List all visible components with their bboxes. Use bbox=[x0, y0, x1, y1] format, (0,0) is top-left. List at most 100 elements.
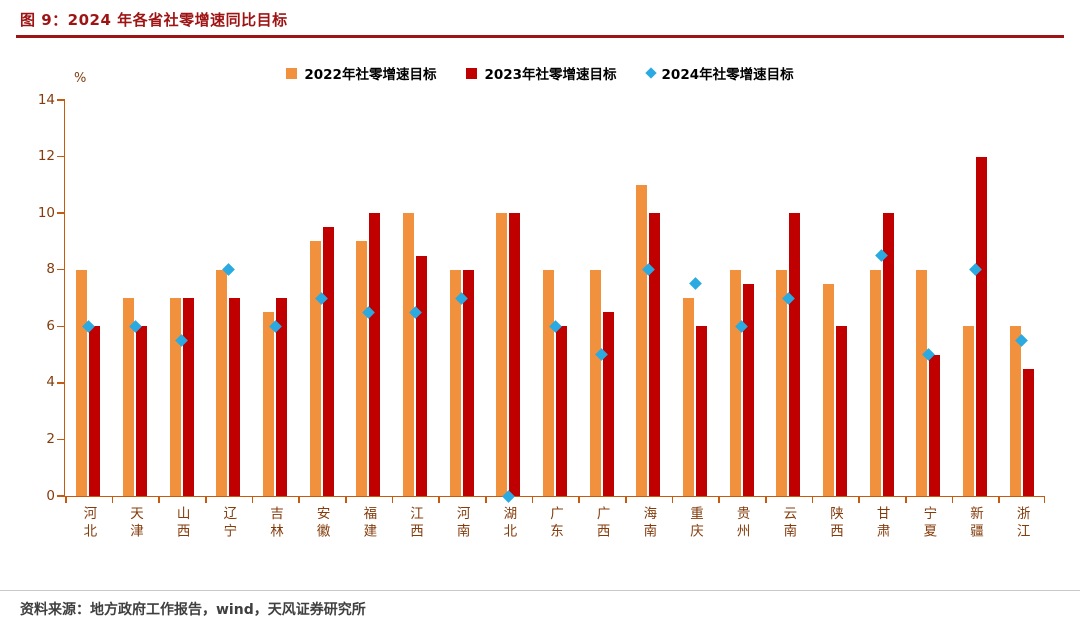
bar-2023 bbox=[136, 326, 147, 496]
x-axis-tick-mark bbox=[111, 496, 114, 503]
legend-square-marker bbox=[286, 67, 298, 79]
x-axis-tick-mark bbox=[345, 496, 347, 503]
legend-item-2024: 2024年社零增速目标 bbox=[644, 63, 794, 83]
x-axis-tick-mark bbox=[811, 496, 814, 503]
x-axis-tick-mark bbox=[858, 496, 860, 503]
bar-2022 bbox=[729, 269, 741, 496]
x-axis-category-label: 福建 bbox=[360, 506, 377, 541]
bar-2023 bbox=[742, 283, 754, 496]
bar-2022 bbox=[496, 213, 508, 496]
x-axis-tick-mark bbox=[65, 496, 67, 503]
bar-2023 bbox=[602, 312, 614, 496]
bar-2023 bbox=[276, 298, 287, 496]
x-axis-category-label: 辽宁 bbox=[220, 506, 237, 541]
bar-2023 bbox=[462, 269, 474, 496]
y-axis-tick-mark bbox=[57, 99, 65, 101]
y-axis-tick-label: 6 bbox=[46, 317, 55, 334]
bar-2023 bbox=[836, 326, 847, 496]
y-axis-unit-label: % bbox=[74, 71, 87, 86]
bar-2023 bbox=[89, 326, 101, 496]
x-axis-category-label: 广西 bbox=[593, 506, 610, 541]
x-axis-category-label: 新疆 bbox=[967, 506, 983, 541]
bar-2022 bbox=[356, 241, 368, 496]
bar-2023 bbox=[369, 213, 381, 496]
y-axis-tick-label: 0 bbox=[46, 487, 55, 504]
x-axis-category-label: 湖北 bbox=[500, 506, 517, 541]
plot-area: 0 2 4 6 8 10 12 14 河北 天津 山西 辽宁 吉林 安徽 福建 江西 河南 湖北 广东 广西 海南 重庆贵… bbox=[38, 92, 1045, 541]
bar-2023 bbox=[229, 298, 241, 496]
legend-label: 2024年社零增速目标 bbox=[661, 67, 794, 83]
bar-2022 bbox=[403, 213, 414, 496]
x-axis-category-label: 天津 bbox=[127, 506, 143, 541]
figure-title: 图 9：2024 年各省社零增速同比目标 bbox=[20, 11, 288, 29]
bar-2023 bbox=[696, 326, 707, 496]
bar-2023 bbox=[416, 255, 427, 496]
bar-2023 bbox=[789, 213, 801, 496]
bar-2023 bbox=[882, 213, 894, 496]
x-axis-category-label: 宁夏 bbox=[920, 506, 937, 541]
x-axis-category-label: 陕西 bbox=[827, 506, 843, 541]
bar-2022 bbox=[169, 298, 181, 496]
x-axis-tick-mark bbox=[578, 496, 580, 503]
bar-2023 bbox=[929, 354, 941, 496]
bar-2023 bbox=[976, 156, 987, 496]
source-note: 资料来源：地方政府工作报告，wind，天风证券研究所 bbox=[20, 602, 366, 618]
y-axis-tick-label: 8 bbox=[46, 261, 55, 278]
bar-2022 bbox=[636, 184, 648, 496]
x-axis-tick-mark bbox=[625, 496, 627, 503]
x-axis-category-label: 河北 bbox=[80, 506, 97, 541]
x-axis-tick-mark bbox=[905, 496, 907, 503]
x-axis-tick-mark bbox=[251, 496, 254, 503]
x-axis-tick-mark bbox=[718, 496, 720, 503]
bar-2022 bbox=[309, 241, 321, 496]
y-axis-tick-mark bbox=[57, 438, 65, 441]
y-axis-tick-mark bbox=[57, 382, 65, 384]
bar-2022 bbox=[823, 283, 834, 496]
bar-2022 bbox=[1009, 326, 1021, 496]
y-axis-tick-mark bbox=[57, 325, 65, 328]
bar-2022 bbox=[76, 269, 88, 496]
x-axis-tick-mark bbox=[205, 496, 207, 503]
bar-2022 bbox=[776, 269, 788, 496]
x-axis-category-label: 吉林 bbox=[267, 506, 283, 541]
y-axis-tick-mark bbox=[57, 155, 65, 158]
legend-item-2022: 2022年社零增速目标 bbox=[286, 63, 436, 83]
x-axis-tick-mark bbox=[951, 496, 954, 503]
x-axis-tick-mark bbox=[671, 496, 674, 503]
bar-2023 bbox=[556, 326, 567, 496]
x-axis-category-label: 海南 bbox=[640, 506, 657, 541]
x-axis-category-label: 河南 bbox=[453, 506, 470, 541]
chart-legend: 2022年社零增速目标 2023年社零增速目标 2024年社零增速目标 bbox=[0, 63, 1080, 83]
bar-2022 bbox=[869, 269, 881, 496]
bar-2022 bbox=[449, 269, 461, 496]
x-axis-tick-mark bbox=[485, 496, 487, 503]
bar-2022 bbox=[963, 326, 974, 496]
x-axis-tick-mark bbox=[531, 496, 534, 503]
legend-square-marker bbox=[466, 67, 478, 79]
bar-2023 bbox=[1022, 368, 1034, 496]
x-axis-category-label: 江西 bbox=[407, 506, 423, 541]
y-axis-tick-label: 4 bbox=[46, 374, 55, 391]
x-axis-category-label: 云南 bbox=[780, 506, 797, 541]
x-axis-tick-mark bbox=[998, 496, 1000, 503]
y-axis-tick-label: 14 bbox=[37, 91, 55, 108]
y-axis-tick-label: 10 bbox=[37, 204, 55, 221]
bar-2022 bbox=[263, 312, 274, 496]
x-axis-tick-mark bbox=[298, 496, 300, 503]
legend-label: 2022年社零增速目标 bbox=[304, 67, 437, 83]
x-axis-tick-mark bbox=[391, 496, 394, 503]
x-axis-category-label: 广东 bbox=[547, 506, 563, 541]
bar-2023 bbox=[182, 298, 194, 496]
y-axis-tick-label: 2 bbox=[46, 430, 55, 447]
x-axis-category-label: 甘肃 bbox=[873, 506, 890, 541]
x-axis-tick-mark bbox=[438, 496, 440, 503]
x-axis-category-label: 山西 bbox=[173, 506, 190, 541]
x-axis-tick-mark bbox=[158, 496, 160, 503]
bar-2022 bbox=[543, 269, 554, 496]
header-rule bbox=[16, 35, 1064, 38]
x-axis-category-label: 重庆 bbox=[687, 506, 703, 541]
x-axis-tick-mark bbox=[765, 496, 767, 503]
bar-2022 bbox=[123, 298, 134, 496]
bar-2023 bbox=[322, 227, 334, 496]
